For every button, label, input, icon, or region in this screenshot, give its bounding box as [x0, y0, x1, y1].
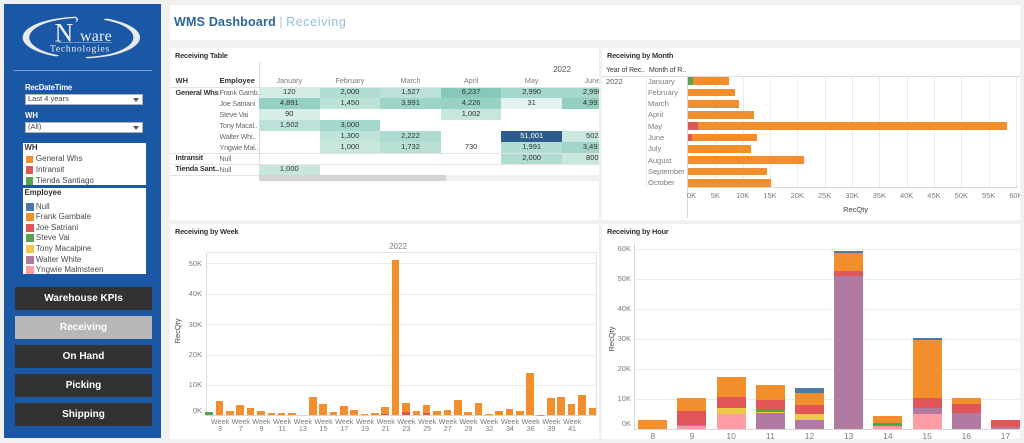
svg-text:Technologies: Technologies [50, 45, 110, 55]
svg-text:’: ’ [74, 14, 80, 33]
svg-text:ware: ware [80, 28, 112, 45]
svg-text:N: N [55, 19, 74, 48]
